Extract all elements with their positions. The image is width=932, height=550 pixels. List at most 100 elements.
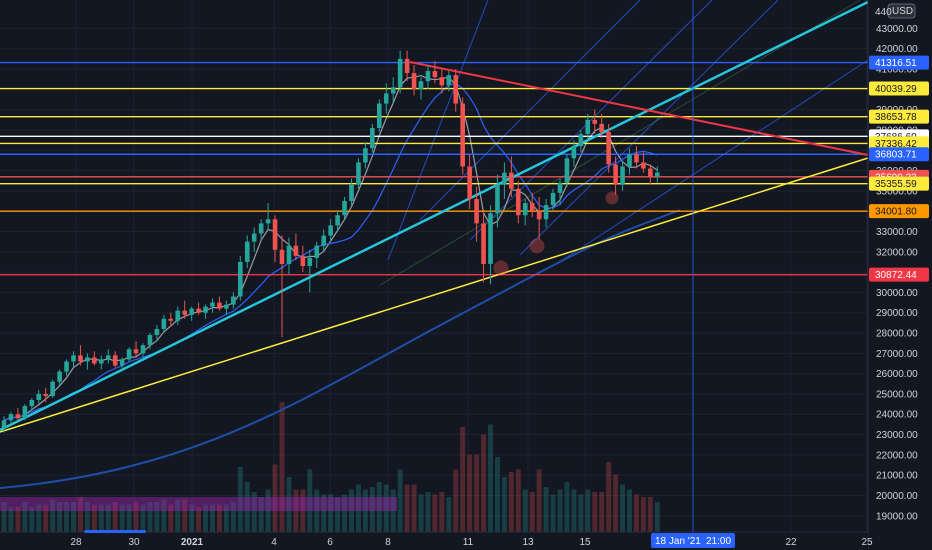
candle-body — [251, 233, 257, 242]
candle-body — [418, 81, 424, 90]
volume-bar — [57, 502, 63, 532]
volume-bar — [633, 494, 639, 532]
volume-bar — [216, 504, 222, 532]
candle-body — [627, 154, 632, 167]
level-tag — [869, 55, 929, 70]
candle-body — [356, 162, 361, 185]
candle-body — [272, 219, 278, 250]
price-tick-label: 19000.00 — [876, 511, 918, 522]
volume-bar — [77, 497, 83, 532]
candle-body — [286, 245, 292, 264]
candle-body — [425, 71, 431, 82]
candle-body — [203, 306, 208, 313]
candle-body — [655, 172, 660, 177]
price-tick-label: 25000.00 — [876, 389, 918, 400]
volume-bar — [488, 424, 493, 532]
volume-bar — [84, 502, 90, 532]
currency-badge[interactable]: USD — [887, 3, 916, 19]
candle-body — [481, 223, 486, 264]
level-tag — [869, 176, 929, 191]
volume-bar — [29, 507, 35, 532]
level-tag — [869, 147, 929, 162]
ma-mid-line — [3, 82, 658, 421]
price-tick-label: 41000.00 — [876, 65, 918, 76]
crosshair-date: 18 Jan '21 — [655, 536, 701, 547]
candle-body — [224, 304, 229, 309]
volume-bar — [293, 489, 299, 532]
candle-body — [467, 166, 472, 199]
candle-body — [258, 223, 264, 234]
candle-body — [112, 355, 118, 366]
crosshair-time-label: 18 Jan '21 21:00 — [651, 533, 735, 548]
volume-bar — [383, 484, 389, 532]
volume-bar — [244, 482, 250, 532]
candles — [1, 50, 660, 433]
circle-markers — [493, 191, 619, 276]
candle-body — [126, 349, 132, 360]
candle-body — [599, 123, 604, 132]
level-tag-label: 41316.51 — [875, 58, 917, 69]
volume-bar — [432, 494, 438, 532]
time-tick-label: 2021 — [181, 537, 204, 548]
volume-bar — [314, 489, 320, 532]
time-tick-label: 22 — [785, 537, 797, 548]
price-tick-label: 35000.00 — [876, 186, 918, 197]
level-tag-label: 35355.59 — [875, 179, 917, 190]
candle-body — [613, 164, 618, 185]
volume-bar — [237, 467, 243, 532]
candle-body — [620, 166, 625, 185]
level-tag — [869, 109, 929, 124]
volume-bar — [654, 502, 660, 532]
price-tick-label: 23000.00 — [876, 430, 918, 441]
price-tick-label: 28000.00 — [876, 329, 918, 340]
candle-body — [189, 308, 194, 315]
volume-bar — [515, 469, 521, 532]
volume-bar — [446, 497, 452, 532]
candle-body — [502, 172, 507, 185]
volume-bar — [640, 497, 646, 532]
volume-profile-band — [0, 497, 397, 511]
volume-bar — [71, 502, 76, 532]
time-tick-label: 15 — [579, 537, 591, 548]
candle-body — [210, 302, 215, 307]
volume-bar — [501, 477, 507, 532]
trend-lines — [0, 0, 869, 433]
volume-bar — [126, 504, 132, 532]
candle-body — [133, 349, 139, 354]
volume-bar — [154, 502, 160, 532]
volume-bar — [140, 504, 146, 532]
candle-body — [370, 127, 375, 149]
volume-bar — [258, 497, 264, 532]
candle-body — [474, 198, 479, 224]
volume-bar — [647, 497, 653, 532]
volume-bar — [15, 507, 21, 532]
candle-body — [85, 357, 90, 362]
candle-body — [300, 255, 306, 266]
volume-bar — [627, 489, 632, 532]
volume-bar — [613, 474, 619, 532]
candle-body — [585, 119, 591, 135]
candle-body — [509, 172, 514, 189]
fib-fan-line — [379, 0, 861, 286]
price-tick-label: 26000.00 — [876, 369, 918, 380]
volume-bar — [578, 494, 584, 532]
volume-bar — [390, 489, 396, 532]
volume-bar — [571, 489, 577, 532]
time-tick-label: 6 — [327, 537, 333, 548]
candle-body — [363, 148, 368, 163]
candle-body — [293, 245, 299, 256]
candle-body — [342, 201, 347, 216]
candle-body — [488, 213, 493, 264]
volume-bar — [22, 502, 28, 532]
candle-body — [648, 168, 653, 177]
volume-bar — [300, 489, 306, 532]
volume-bar — [203, 504, 209, 532]
currency-label: USD — [892, 6, 913, 17]
volume-bar — [349, 489, 354, 532]
level-tag-label: 30872.44 — [875, 270, 917, 281]
time-scrollbar[interactable] — [84, 530, 146, 533]
candle-body — [196, 308, 201, 313]
time-axis-ticks: 28 30 2021 4 6 8 11 13 15 22 25 — [70, 537, 873, 548]
candle-body — [446, 75, 452, 86]
